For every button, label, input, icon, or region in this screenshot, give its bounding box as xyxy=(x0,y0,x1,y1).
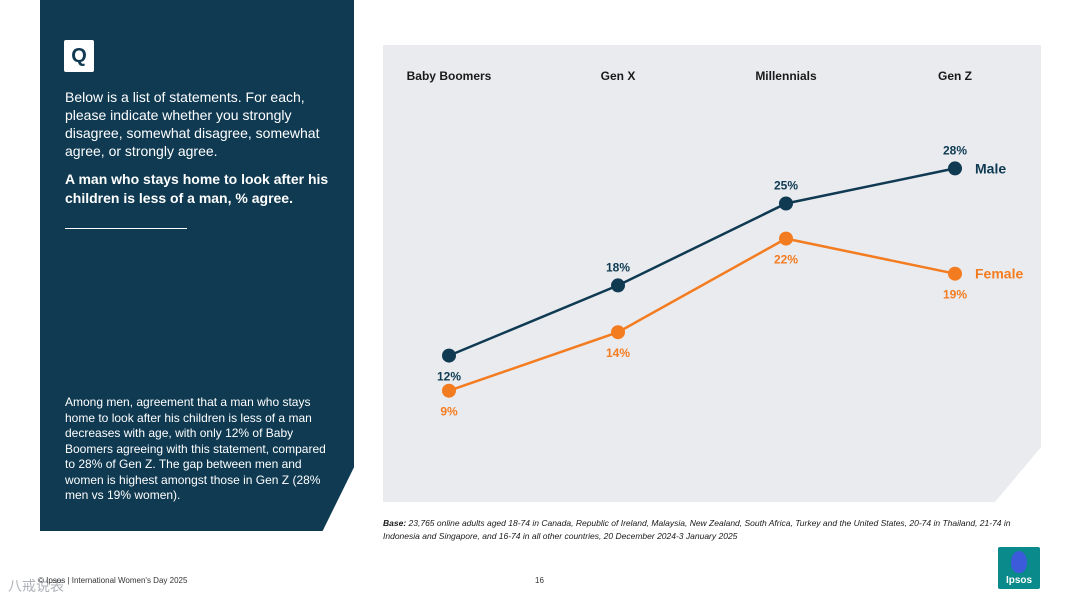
category-label: Millennials xyxy=(755,69,817,83)
series-line-male xyxy=(448,167,956,357)
data-label-male: 18% xyxy=(606,260,630,274)
ipsos-logo: Ipsos xyxy=(998,547,1040,589)
data-point-male xyxy=(948,161,962,176)
legend-label-male: Male xyxy=(975,160,1006,176)
data-point-female xyxy=(611,325,625,340)
data-point-female xyxy=(779,231,793,246)
data-point-female xyxy=(948,266,962,281)
summary-text: Among men, agreement that a man who stay… xyxy=(65,395,326,502)
data-label-female: 22% xyxy=(774,253,798,267)
chart-background xyxy=(383,45,1041,502)
page-number: 16 xyxy=(535,576,544,585)
logo-mark-icon xyxy=(1011,551,1027,573)
series-line-female xyxy=(448,237,956,392)
category-label: Baby Boomers xyxy=(407,69,492,83)
category-label: Gen Z xyxy=(938,69,972,83)
question-badge: Q xyxy=(64,40,94,72)
logo-word: Ipsos xyxy=(1005,575,1033,586)
base-text: 23,765 online adults aged 18-74 in Canad… xyxy=(383,518,1011,541)
question-panel xyxy=(40,0,354,531)
data-label-male: 25% xyxy=(774,179,798,193)
legend-label-female: Female xyxy=(975,266,1023,282)
data-label-female: 9% xyxy=(440,405,458,419)
data-point-male xyxy=(779,196,793,211)
footer-source: © Ipsos | International Women's Day 2025 xyxy=(38,576,188,585)
data-point-male xyxy=(442,348,456,363)
base-note: Base: 23,765 online adults aged 18-74 in… xyxy=(383,517,1043,543)
data-label-female: 19% xyxy=(943,288,967,302)
base-label: Base: xyxy=(383,518,407,528)
data-label-male: 28% xyxy=(943,143,967,157)
line-chart: Baby Boomers Gen X Millennials Gen Z 12% 18% 2… xyxy=(407,69,1024,419)
data-label-female: 14% xyxy=(606,346,630,360)
data-point-male xyxy=(611,278,625,293)
statement-text: A man who stays home to look after his c… xyxy=(65,171,329,206)
divider xyxy=(65,228,187,229)
category-label: Gen X xyxy=(601,69,636,83)
data-point-female xyxy=(442,383,456,398)
watermark: 八戒说表 xyxy=(8,578,64,594)
data-label-male: 12% xyxy=(437,370,461,384)
question-text: Below is a list of statements. For each,… xyxy=(65,89,320,159)
